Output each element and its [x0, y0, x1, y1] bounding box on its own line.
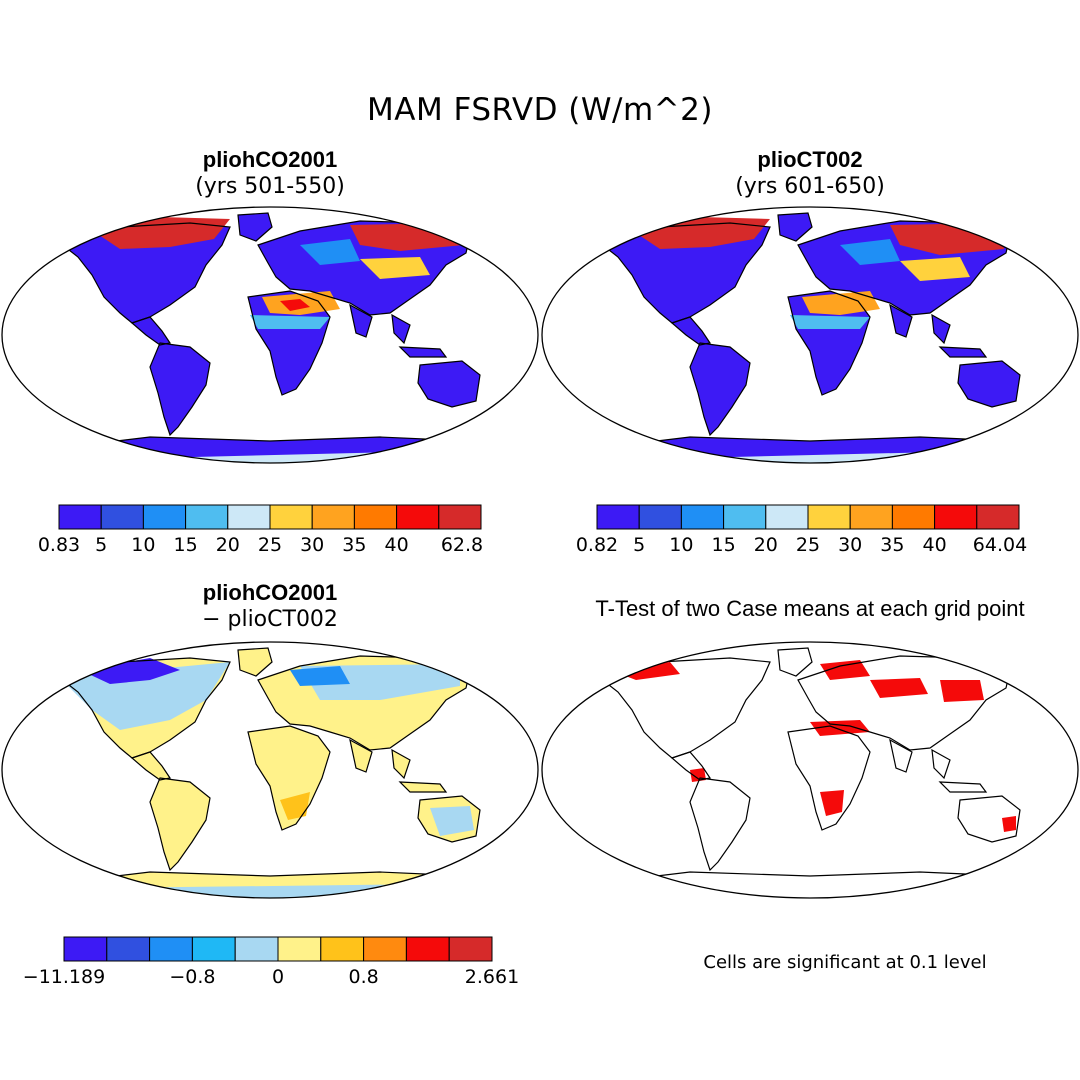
panel2-map: [541, 206, 1079, 464]
cb3-swatch-1: [106, 936, 151, 962]
cb1-tick-label: 40: [384, 534, 409, 556]
cb2-swatch-7: [891, 504, 936, 530]
panel4-map: [541, 641, 1079, 899]
cb3-swatch-4: [234, 936, 279, 962]
cb1-tick-label: 10: [131, 534, 156, 556]
main-title: MAM FSRVD (W/m^2): [367, 92, 713, 128]
panel2-subtitle: (yrs 601-650): [735, 174, 885, 199]
cb2-tick-label: 15: [711, 534, 736, 556]
cb3-swatch-9: [448, 936, 493, 962]
cb1-swatch-4: [227, 504, 271, 530]
panel3-title: pliohCO2001: [202, 580, 338, 605]
panel4-title: T-Test of two Case means at each grid po…: [595, 596, 1025, 621]
cb1-tick-label: 5: [95, 534, 108, 556]
cb2-tick-label: 5: [633, 534, 646, 556]
cb2-swatch-1: [638, 504, 682, 530]
cb3-tick-label: 2.661: [464, 966, 520, 988]
cb2-swatch-2: [680, 504, 725, 530]
cb2-swatch-3: [723, 504, 767, 530]
cb2-tick-label: 40: [922, 534, 947, 556]
cb1-swatch-7: [353, 504, 398, 530]
cb3-swatch-3: [191, 936, 236, 962]
cb2-tick-label: 25: [795, 534, 821, 556]
cb2-tick-label: 35: [880, 534, 905, 556]
cb1-tick-label: 15: [173, 534, 198, 556]
cb2-swatch-6: [849, 504, 893, 530]
cb1-swatch-6: [311, 504, 355, 530]
cb2-tick-label: 30: [838, 534, 863, 556]
cb2-swatch-0: [596, 504, 640, 530]
cb3-swatch-7: [363, 936, 407, 962]
colorbar-1: [58, 504, 482, 530]
cb1-tick-label: 35: [342, 534, 367, 556]
cb2-swatch-5: [807, 504, 851, 530]
cb2-swatch-8: [934, 504, 978, 530]
cb3-tick-label: −0.8: [169, 966, 216, 988]
cb1-tick-label: 25: [257, 534, 283, 556]
cb1-tick-label: 30: [300, 534, 325, 556]
cb1-swatch-3: [185, 504, 229, 530]
cb2-swatch-4: [765, 504, 809, 530]
colorbar-2: [596, 504, 1020, 530]
cb3-swatch-0: [63, 936, 108, 962]
panel1-subtitle: (yrs 501-550): [195, 174, 345, 199]
cb3-tick-label: 0.8: [348, 966, 379, 988]
cb1-tick-label: 62.8: [440, 534, 484, 556]
cb3-tick-label: 0: [271, 966, 285, 988]
cb2-tick-label: 20: [753, 534, 778, 556]
cb1-tick-label: 20: [215, 534, 240, 556]
cb1-tick-label: 0.83: [37, 534, 81, 556]
panel2-title: plioCT002: [757, 147, 863, 172]
panel3-map: [1, 641, 539, 899]
colorbar-3: [63, 936, 493, 962]
cb2-tick-label: 0.82: [575, 534, 619, 556]
cb1-swatch-2: [142, 504, 187, 530]
panel2-highlights: [630, 217, 1004, 463]
panel3-highlights: [60, 658, 474, 898]
cb1-swatch-8: [396, 504, 440, 530]
cb2-tick-label: 64.04: [972, 534, 1028, 556]
cb3-swatch-6: [320, 936, 365, 962]
panel1-title: pliohCO2001: [202, 147, 338, 172]
cb3-tick-label: −11.189: [22, 966, 106, 988]
cb1-swatch-9: [438, 504, 482, 530]
cb1-swatch-0: [58, 504, 102, 530]
cb1-swatch-1: [100, 504, 144, 530]
panel3-subtitle: − plioCT002: [202, 607, 338, 632]
cb3-swatch-2: [149, 936, 193, 962]
cb1-swatch-5: [269, 504, 313, 530]
cb3-swatch-8: [405, 936, 450, 962]
panel1-map: [1, 206, 539, 464]
cb2-swatch-9: [976, 504, 1020, 530]
cb2-tick-label: 10: [669, 534, 694, 556]
cb3-swatch-5: [277, 936, 322, 962]
significance-note: Cells are significant at 0.1 level: [703, 952, 987, 973]
